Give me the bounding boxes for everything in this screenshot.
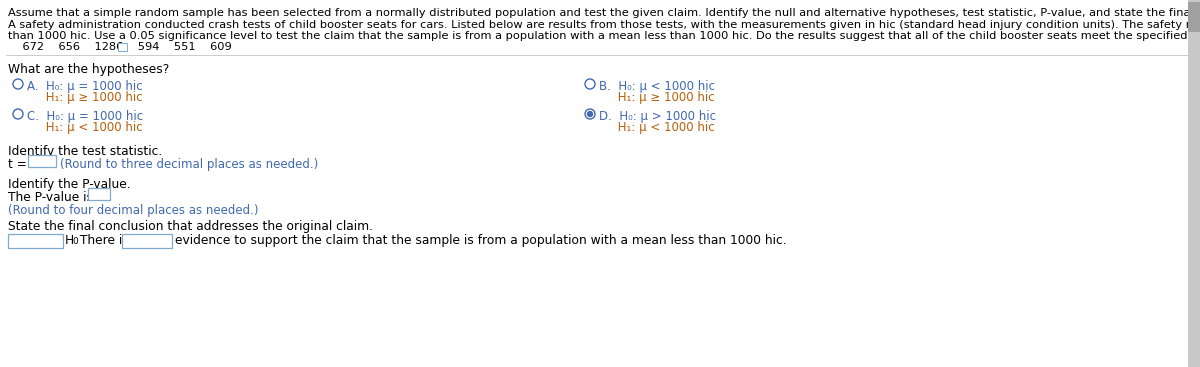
Text: There is: There is [76,234,128,247]
Text: The P-value is: The P-value is [8,191,97,204]
Text: C.  H₀: μ = 1000 hic: C. H₀: μ = 1000 hic [28,110,143,123]
Text: A safety administration conducted crash tests of child booster seats for cars. L: A safety administration conducted crash … [8,20,1200,30]
Circle shape [588,112,593,116]
Text: H₁: μ ≥ 1000 hic: H₁: μ ≥ 1000 hic [599,91,715,104]
Text: 0: 0 [72,237,78,246]
Bar [1188,0,1200,367]
Text: (Round to four decimal places as needed.): (Round to four decimal places as needed.… [8,204,258,217]
Text: evidence to support the claim that the sample is from a population with a mean l: evidence to support the claim that the s… [175,234,787,247]
Bar [122,234,172,248]
Text: 672    656    1286    594    551    609: 672 656 1286 594 551 609 [8,42,232,52]
Text: Identify the test statistic.: Identify the test statistic. [8,145,162,158]
Text: H₁: μ < 1000 hic: H₁: μ < 1000 hic [28,121,143,134]
Bar [88,188,110,200]
Text: D.  H₀: μ > 1000 hic: D. H₀: μ > 1000 hic [599,110,716,123]
Bar [1188,2,1200,32]
Text: ▾: ▾ [167,234,172,244]
Bar [8,234,64,248]
Text: t =: t = [8,158,31,171]
Text: State the final conclusion that addresses the original claim.: State the final conclusion that addresse… [8,220,373,233]
Text: A.  H₀: μ = 1000 hic: A. H₀: μ = 1000 hic [28,80,143,93]
Bar [118,43,127,51]
Text: H₁: μ < 1000 hic: H₁: μ < 1000 hic [599,121,715,134]
Text: Identify the P-value.: Identify the P-value. [8,178,131,191]
Text: ▾: ▾ [58,234,62,244]
Bar [28,155,56,167]
Text: H₁: μ ≥ 1000 hic: H₁: μ ≥ 1000 hic [28,91,143,104]
Text: What are the hypotheses?: What are the hypotheses? [8,63,169,76]
Text: Assume that a simple random sample has been selected from a normally distributed: Assume that a simple random sample has b… [8,8,1200,18]
Text: (Round to three decimal places as needed.): (Round to three decimal places as needed… [60,158,318,171]
Text: B.  H₀: μ < 1000 hic: B. H₀: μ < 1000 hic [599,80,715,93]
Text: than 1000 hic. Use a 0.05 significance level to test the claim that the sample i: than 1000 hic. Use a 0.05 significance l… [8,31,1200,41]
Text: H: H [65,234,74,247]
